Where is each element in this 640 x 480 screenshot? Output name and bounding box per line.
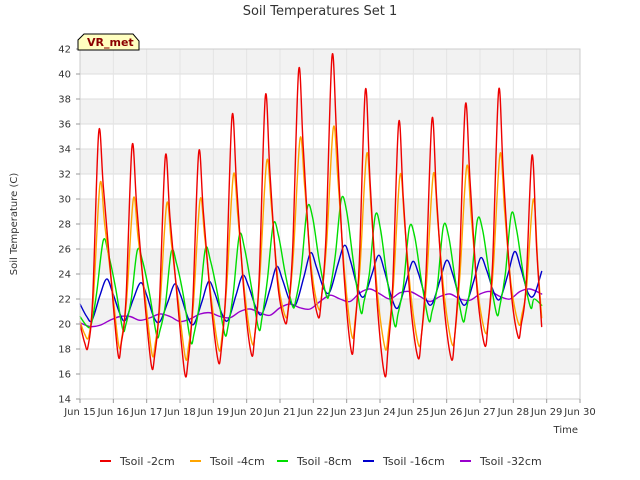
legend: Tsoil -2cm Tsoil -4cm Tsoil -8cm Tsoil -16c… bbox=[100, 455, 542, 468]
x-tick-label: Jun 19 bbox=[197, 407, 230, 418]
chart-title: Soil Temperatures Set 1 bbox=[243, 4, 398, 19]
plot-band bbox=[80, 224, 580, 249]
y-tick-label: 40 bbox=[58, 70, 71, 81]
x-axis-label: Time bbox=[553, 425, 578, 436]
legend-item: Tsoil -8cm bbox=[277, 455, 352, 468]
legend-item: Tsoil -16cm bbox=[363, 455, 445, 468]
plot-band bbox=[80, 349, 580, 374]
legend-label: Tsoil -8cm bbox=[296, 455, 352, 468]
y-tick-label: 22 bbox=[58, 295, 71, 306]
x-tick-label: Jun 21 bbox=[263, 407, 296, 418]
series-lines bbox=[79, 53, 543, 378]
x-axis-ticks: Jun 15 Jun 16 Jun 17 Jun 18 Jun 19 Jun 20 Jun … bbox=[63, 399, 596, 418]
y-axis-ticks: 14 16 18 20 22 24 26 28 30 32 34 36 38 40 42 bbox=[58, 45, 80, 406]
y-tick-label: 24 bbox=[58, 270, 71, 281]
vr-met-label: VR_met bbox=[87, 36, 134, 49]
legend-label: Tsoil -2cm bbox=[119, 455, 175, 468]
series-line-tsoil-8cm bbox=[79, 195, 543, 345]
x-tick-label: Jun 29 bbox=[530, 407, 563, 418]
plot-band bbox=[80, 124, 580, 149]
legend-label: Tsoil -4cm bbox=[209, 455, 265, 468]
legend-label: Tsoil -16cm bbox=[382, 455, 445, 468]
x-tick-label: Jun 23 bbox=[330, 407, 363, 418]
legend-item: Tsoil -4cm bbox=[190, 455, 265, 468]
x-tick-label: Jun 30 bbox=[563, 407, 596, 418]
x-tick-label: Jun 18 bbox=[163, 407, 196, 418]
plot-band bbox=[80, 374, 580, 399]
plot-band bbox=[80, 324, 580, 349]
series-line-tsoil-16cm bbox=[79, 244, 543, 326]
plot-band bbox=[80, 249, 580, 274]
legend-item: Tsoil -32cm bbox=[460, 455, 542, 468]
x-tick-label: Jun 28 bbox=[497, 407, 530, 418]
y-tick-label: 42 bbox=[58, 45, 71, 56]
x-tick-label: Jun 16 bbox=[97, 407, 130, 418]
legend-label: Tsoil -32cm bbox=[479, 455, 542, 468]
x-tick-label: Jun 22 bbox=[297, 407, 330, 418]
y-tick-label: 16 bbox=[58, 370, 71, 381]
y-tick-label: 30 bbox=[58, 195, 71, 206]
y-tick-label: 26 bbox=[58, 245, 71, 256]
series-line-tsoil-2cm bbox=[79, 53, 543, 378]
y-tick-label: 28 bbox=[58, 220, 71, 231]
x-tick-label: Jun 27 bbox=[463, 407, 496, 418]
y-tick-label: 14 bbox=[58, 395, 71, 406]
series-line-tsoil-32cm bbox=[79, 288, 543, 328]
y-tick-label: 36 bbox=[58, 120, 71, 131]
x-tick-label: Jun 20 bbox=[230, 407, 263, 418]
y-tick-label: 32 bbox=[58, 170, 71, 181]
y-tick-label: 20 bbox=[58, 320, 71, 331]
y-axis-label: Soil Temperature (C) bbox=[9, 173, 20, 276]
x-tick-label: Jun 15 bbox=[63, 407, 96, 418]
x-tick-label: Jun 25 bbox=[397, 407, 430, 418]
vr-met-badge: VR_met bbox=[77, 33, 140, 51]
x-tick-label: Jun 24 bbox=[363, 407, 396, 418]
y-tick-label: 38 bbox=[58, 95, 71, 106]
x-tick-label: Jun 17 bbox=[130, 407, 163, 418]
legend-item: Tsoil -2cm bbox=[100, 455, 175, 468]
y-tick-label: 18 bbox=[58, 345, 71, 356]
x-tick-label: Jun 26 bbox=[430, 407, 463, 418]
plot-band bbox=[80, 49, 580, 74]
y-tick-label: 34 bbox=[58, 145, 71, 156]
